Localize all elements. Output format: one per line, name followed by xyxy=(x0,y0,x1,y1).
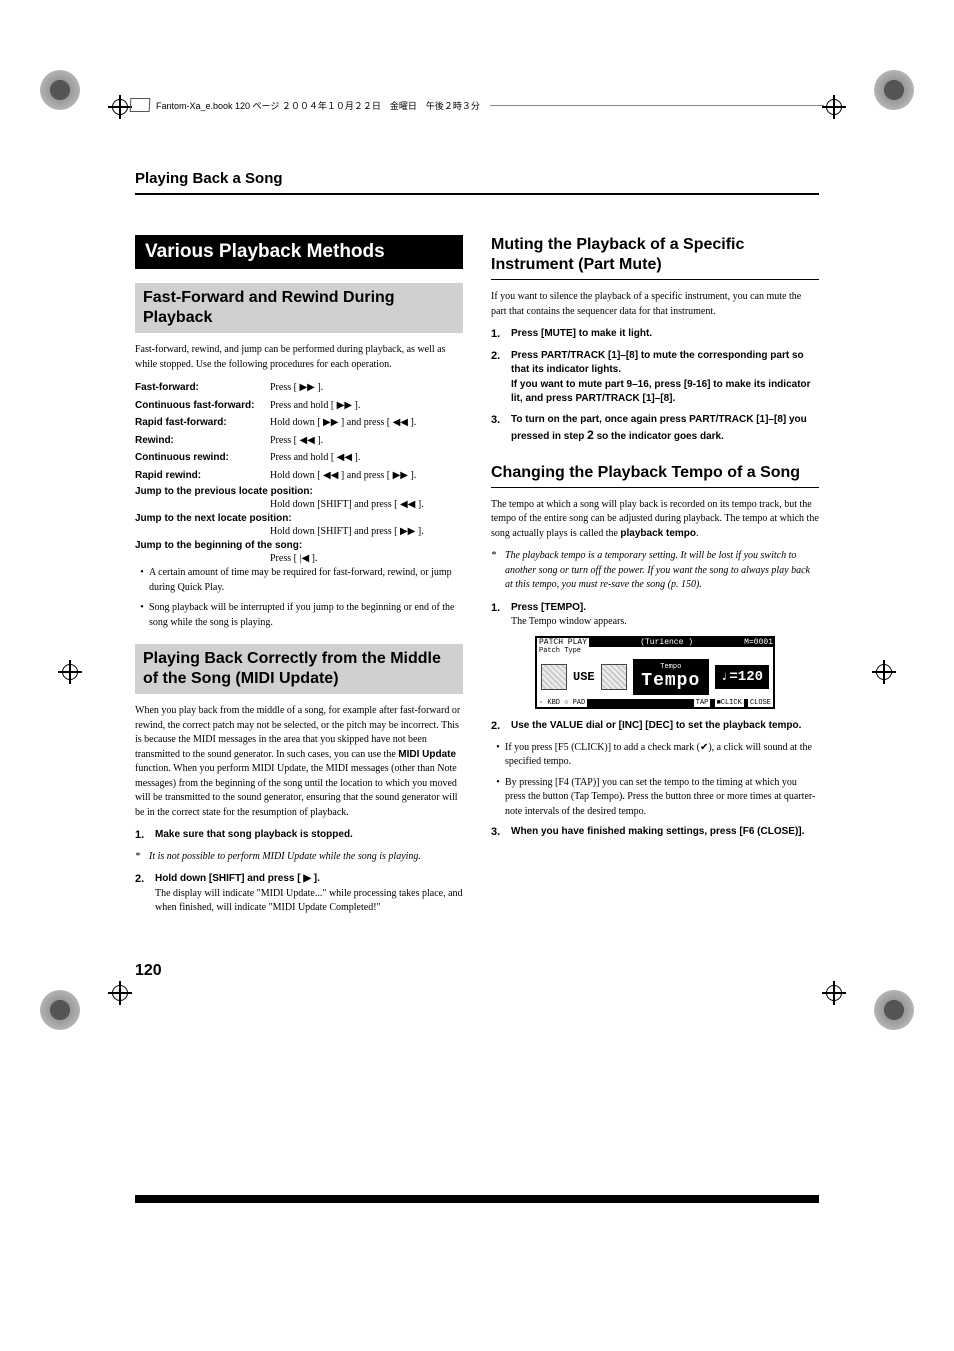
def-jump-prev-locate: Jump to the previous locate position: xyxy=(135,486,463,497)
left-column: Various Playback Methods Fast-Forward an… xyxy=(135,235,463,922)
bullet-tap: • By pressing [F4 (TAP)] you can set the… xyxy=(491,776,819,820)
registration-mark xyxy=(108,95,132,119)
def-cont-rewind: Continuous rewind: Press and hold [ ◀◀ ]… xyxy=(135,450,463,466)
registration-mark xyxy=(58,660,82,684)
h2-fastforward-rewind: Fast-Forward and Rewind During Playback xyxy=(135,283,463,333)
step-midi-2: 2. Hold down [SHIFT] and press [ ▶ ]. Th… xyxy=(135,872,463,916)
bullet-click: • If you press [F5 (CLICK)] to add a che… xyxy=(491,741,819,770)
note-midi-update: * It is not possible to perform MIDI Upd… xyxy=(135,850,463,865)
print-header: Fantom-Xa_e.book 120 ページ ２００４年１０月２２日 金曜日… xyxy=(130,98,824,112)
section-header: Playing Back a Song xyxy=(135,170,819,195)
corner-mark xyxy=(874,70,914,110)
h2-playback-tempo: Changing the Playback Tempo of a Song xyxy=(491,463,819,488)
tempo-screenshot: PATCH PLAY (Turience ) M=0001 Patch Type… xyxy=(535,636,775,709)
def-rewind: Rewind: Press [ ◀◀ ]. xyxy=(135,433,463,449)
h2-part-mute: Muting the Playback of a Specific Instru… xyxy=(491,235,819,280)
registration-mark xyxy=(108,981,132,1005)
corner-mark xyxy=(40,70,80,110)
right-column: Muting the Playback of a Specific Instru… xyxy=(491,235,819,922)
registration-mark xyxy=(822,981,846,1005)
page-number: 120 xyxy=(135,962,819,980)
h2-midi-update: Playing Back Correctly from the Middle o… xyxy=(135,644,463,694)
def-jump-next-locate: Jump to the next locate position: xyxy=(135,513,463,524)
book-icon xyxy=(130,98,151,112)
bullet-interrupt-note: • Song playback will be interrupted if y… xyxy=(135,601,463,630)
corner-mark xyxy=(40,990,80,1030)
tempo-intro: The tempo at which a song will play back… xyxy=(491,498,819,542)
note-tempo-temporary: * The playback tempo is a temporary sett… xyxy=(491,549,819,593)
bullet-quickplay-note: • A certain amount of time may be requir… xyxy=(135,566,463,595)
patch-icon xyxy=(541,664,567,690)
step-tempo-2: 2. Use the VALUE dial or [INC] [DEC] to … xyxy=(491,719,819,735)
def-fastforward: Fast-forward: Press [ ▶▶ ]. xyxy=(135,380,463,396)
midi-update-body: When you play back from the middle of a … xyxy=(135,704,463,820)
corner-mark xyxy=(874,990,914,1030)
ffwd-intro: Fast-forward, rewind, and jump can be pe… xyxy=(135,343,463,372)
def-jump-next-locate-def: Hold down [SHIFT] and press [ ▶▶ ]. xyxy=(270,526,463,537)
step-tempo-3: 3. When you have finished making setting… xyxy=(491,825,819,841)
def-jump-beginning: Jump to the beginning of the song: xyxy=(135,540,463,551)
def-cont-fastforward: Continuous fast-forward: Press and hold … xyxy=(135,398,463,414)
step-mute-3: 3. To turn on the part, once again press… xyxy=(491,413,819,445)
h1-various-playback: Various Playback Methods xyxy=(135,235,463,269)
registration-mark xyxy=(872,660,896,684)
step-mute-2: 2. Press PART/TRACK [1]–[8] to mute the … xyxy=(491,349,819,407)
def-rapid-fastforward: Rapid fast-forward: Hold down [ ▶▶ ] and… xyxy=(135,415,463,431)
metronome-icon xyxy=(601,664,627,690)
footer-bar xyxy=(135,1195,819,1203)
registration-mark xyxy=(822,95,846,119)
def-jump-beginning-def: Press [ |◀ ]. xyxy=(270,553,463,564)
def-jump-prev-locate-def: Hold down [SHIFT] and press [ ◀◀ ]. xyxy=(270,499,463,510)
step-tempo-1: 1. Press [TEMPO]. The Tempo window appea… xyxy=(491,601,819,630)
def-rapid-rewind: Rapid rewind: Hold down [ ◀◀ ] and press… xyxy=(135,468,463,484)
step-mute-1: 1. Press [MUTE] to make it light. xyxy=(491,327,819,343)
mute-intro: If you want to silence the playback of a… xyxy=(491,290,819,319)
step-midi-1: 1. Make sure that song playback is stopp… xyxy=(135,828,463,844)
print-header-text: Fantom-Xa_e.book 120 ページ ２００４年１０月２２日 金曜日… xyxy=(156,99,480,112)
